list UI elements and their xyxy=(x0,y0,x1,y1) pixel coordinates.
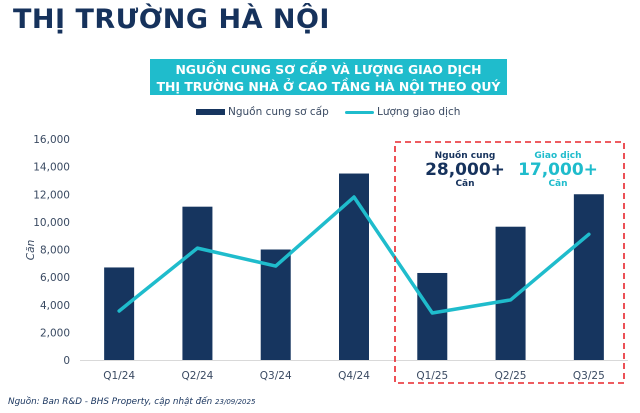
annotation-transactions-value: 17,000+ xyxy=(518,160,598,180)
y-tick-label: 4,000 xyxy=(40,300,70,312)
chart-title-banner: NGUỒN CUNG SƠ CẤP VÀ LƯỢNG GIAO DỊCH THỊ… xyxy=(150,59,507,95)
legend-label-transactions: Lượng giao dịch xyxy=(377,106,461,118)
supply-bar xyxy=(417,272,448,360)
annotation-transactions: Giao dịch 17,000+ Căn xyxy=(518,151,598,189)
chart-title-line-2: THỊ TRƯỜNG NHÀ Ở CAO TẦNG HÀ NỘI THEO QU… xyxy=(156,79,501,94)
transactions-line xyxy=(117,195,591,315)
x-tick-label: Q2/25 xyxy=(495,370,527,382)
legend-label-supply: Nguồn cung sơ cấp xyxy=(228,106,329,118)
x-tick-label: Q1/25 xyxy=(416,370,448,382)
page-title: THỊ TRƯỜNG HÀ NỘI xyxy=(13,4,330,35)
legend-item-supply: Nguồn cung sơ cấp xyxy=(196,106,329,118)
annotation-supply-value: 28,000+ xyxy=(425,160,505,180)
x-tick-label: Q3/25 xyxy=(573,370,605,382)
supply-bar xyxy=(182,206,213,360)
bar-swatch-icon xyxy=(196,109,225,115)
footnote-source: Nguồn: Ban R&D - BHS Property, cập nhật … xyxy=(8,397,216,407)
supply-bar xyxy=(573,194,604,360)
y-tick-label: 2,000 xyxy=(40,327,70,339)
y-tick-label: 0 xyxy=(63,355,70,367)
x-tick-label: Q4/24 xyxy=(338,370,370,382)
y-tick-label: 12,000 xyxy=(33,189,70,201)
annotation-transactions-unit: Căn xyxy=(548,179,568,189)
chart-title-line-1: NGUỒN CUNG SƠ CẤP VÀ LƯỢNG GIAO DỊCH xyxy=(175,62,482,77)
annotation-supply-unit: Căn xyxy=(455,179,475,189)
x-tick-label: Q1/24 xyxy=(103,370,135,382)
y-axis-label: Căn xyxy=(25,240,37,260)
chart-legend: Nguồn cung sơ cấp Lượng giao dịch xyxy=(0,106,640,122)
annotation-supply: Nguồn cung 28,000+ Căn xyxy=(425,151,505,189)
y-tick-label: 16,000 xyxy=(33,134,70,146)
x-tick-label: Q2/24 xyxy=(182,370,214,382)
annotation-supply-label: Nguồn cung xyxy=(434,151,496,161)
footnote-date: 23/09/2025 xyxy=(215,398,256,406)
y-tick-label: 10,000 xyxy=(33,217,70,229)
source-footnote: Nguồn: Ban R&D - BHS Property, cập nhật … xyxy=(8,397,255,407)
highlight-dashed-box xyxy=(394,141,625,384)
line-swatch-icon xyxy=(345,110,374,114)
supply-bar xyxy=(260,249,291,360)
y-tick-label: 6,000 xyxy=(40,272,70,284)
y-tick-label: 8,000 xyxy=(40,245,70,257)
x-tick-label: Q3/24 xyxy=(260,370,292,382)
supply-bar xyxy=(339,173,369,360)
annotation-transactions-label: Giao dịch xyxy=(534,151,582,161)
supply-bar xyxy=(104,267,135,360)
y-tick-label: 14,000 xyxy=(33,162,70,174)
legend-item-transactions: Lượng giao dịch xyxy=(345,106,460,118)
